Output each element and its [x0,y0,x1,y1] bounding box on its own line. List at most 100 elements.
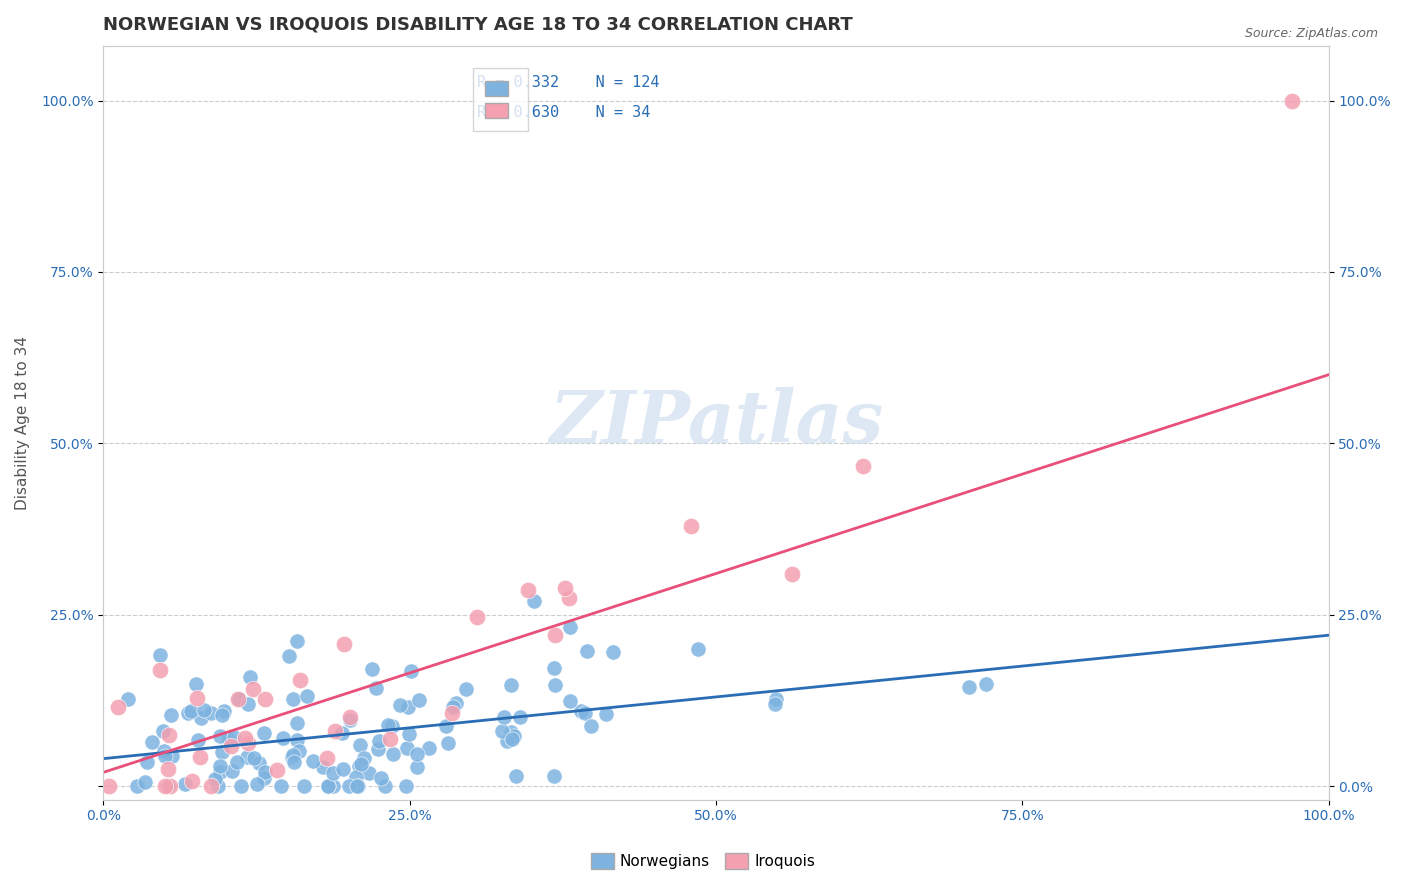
Point [285,634,308,648]
Point [107,699,129,714]
Point [288,743,311,757]
Y-axis label: Disability Age 18 to 34: Disability Age 18 to 34 [15,335,30,509]
Point [543,661,565,675]
Point [217,731,239,745]
Point [374,779,396,793]
Point [152,723,174,738]
Point [323,723,346,738]
Point [187,733,209,747]
Point [200,706,222,720]
Point [285,715,308,730]
Point [186,677,208,691]
Legend: , : , [472,69,527,131]
Point [418,741,440,756]
Point [333,637,356,651]
Point [243,751,266,765]
Point [141,735,163,749]
Point [292,779,315,793]
Point [290,673,312,687]
Point [285,732,308,747]
Legend: Norwegians, Iroquois: Norwegians, Iroquois [585,847,821,875]
Text: NORWEGIAN VS IROQUOIS DISABILITY AGE 18 TO 34 CORRELATION CHART: NORWEGIAN VS IROQUOIS DISABILITY AGE 18 … [104,15,853,33]
Point [339,713,361,727]
Point [316,779,339,793]
Point [153,748,176,763]
Point [399,665,422,679]
Text: Source: ZipAtlas.com: Source: ZipAtlas.com [1244,27,1378,40]
Point [209,758,232,772]
Point [174,777,197,791]
Point [228,691,250,706]
Point [380,732,402,747]
Point [444,696,467,710]
Point [134,775,156,789]
Point [135,755,157,769]
Point [98,779,121,793]
Point [193,703,215,717]
Point [501,732,523,747]
Point [208,729,231,743]
Point [302,754,325,768]
Point [560,693,582,707]
Point [157,728,180,742]
Point [686,642,709,657]
Point [160,708,183,723]
Point [190,750,212,764]
Point [207,779,229,793]
Point [441,700,464,714]
Point [247,756,270,770]
Point [224,730,246,744]
Point [339,710,361,724]
Point [523,593,546,607]
Point [281,750,304,764]
Point [602,645,624,659]
Point [560,620,582,634]
Point [225,755,247,769]
Point [395,741,418,756]
Point [273,731,295,746]
Point [270,779,292,793]
Point [266,763,288,777]
Point [381,719,404,733]
Point [517,582,540,597]
Point [347,759,370,773]
Point [160,748,183,763]
Point [454,682,477,697]
Point [235,750,257,764]
Point [330,726,353,740]
Point [350,756,373,771]
Point [200,779,222,793]
Point [395,779,418,793]
Point [544,678,567,692]
Point [253,725,276,739]
Point [190,711,212,725]
Point [554,582,576,596]
Point [229,779,252,793]
Point [236,698,259,712]
Point [238,736,260,750]
Point [181,773,204,788]
Point [405,747,427,761]
Point [226,692,249,706]
Point [337,779,360,793]
Point [437,736,460,750]
Point [465,610,488,624]
Point [153,744,176,758]
Point [149,648,172,663]
Point [211,708,233,723]
Point [382,747,405,762]
Point [503,729,526,743]
Point [398,699,420,714]
Point [253,691,276,706]
Point [221,764,243,779]
Point [209,765,232,780]
Point [283,755,305,769]
Point [322,779,344,793]
Point [501,678,523,692]
Point [153,779,176,793]
Point [852,458,875,473]
Point [575,643,598,657]
Point [127,779,149,793]
Point [221,739,243,753]
Point [159,779,181,793]
